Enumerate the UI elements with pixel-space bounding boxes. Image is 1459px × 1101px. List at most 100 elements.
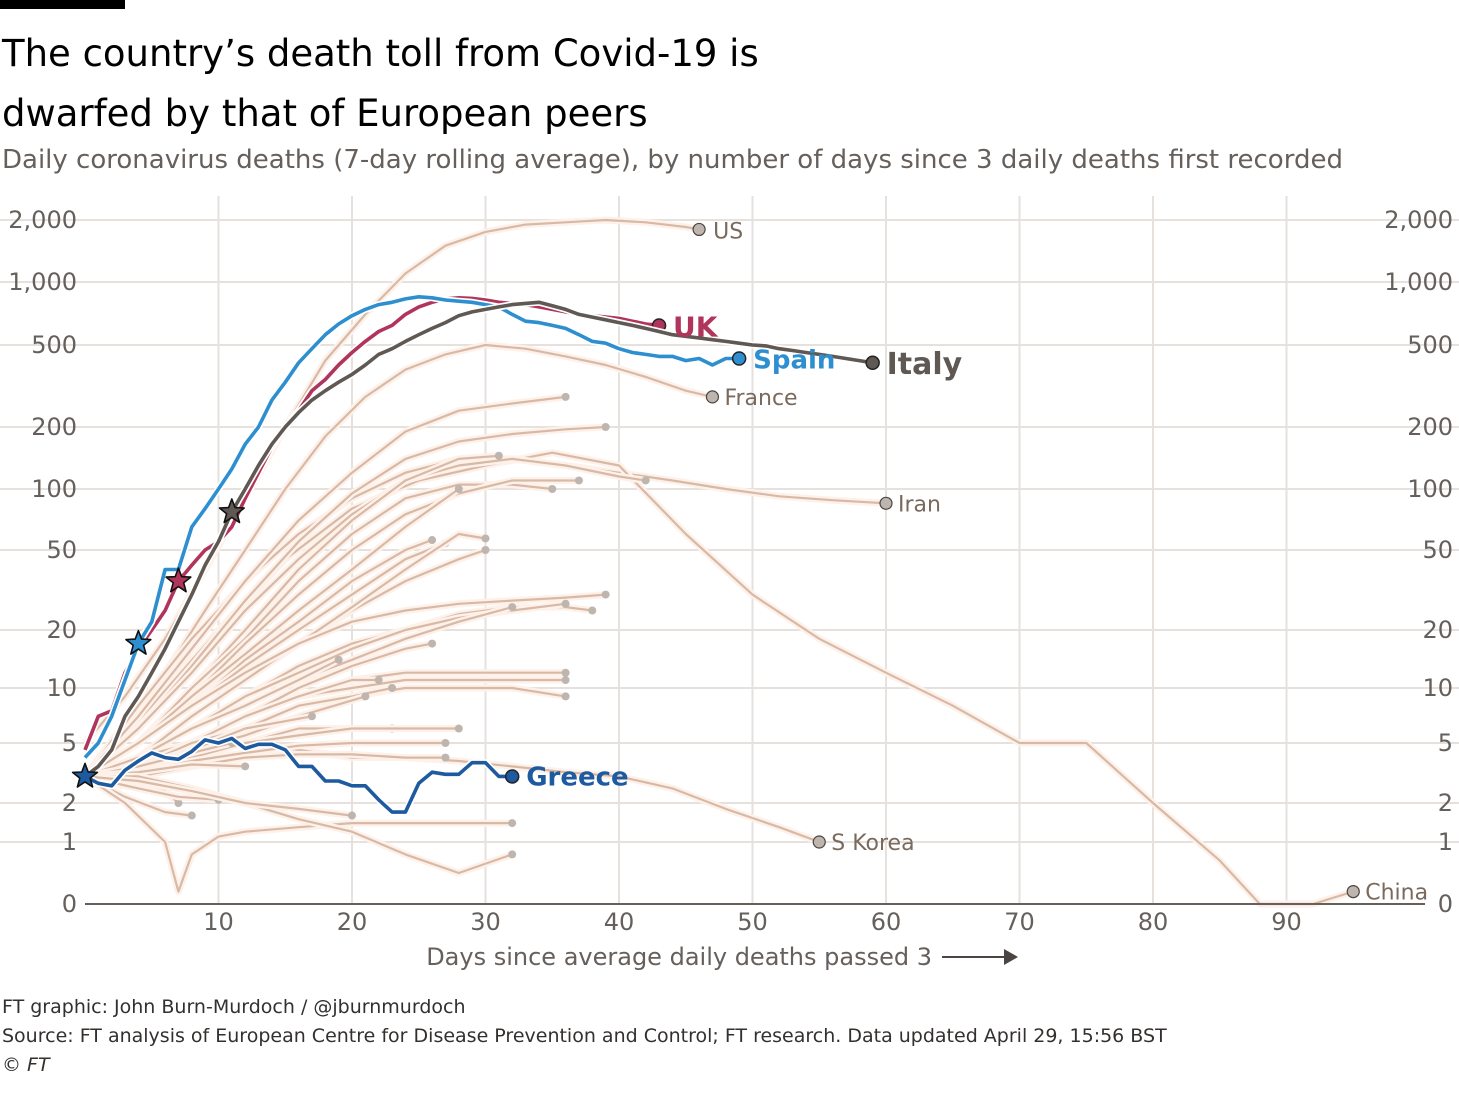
y-tick-label-left: 50 [46, 536, 77, 564]
y-tick-label-left: 5 [62, 729, 77, 757]
background-series-line [84, 593, 606, 778]
footer-source: Source: FT analysis of European Centre f… [2, 1025, 1167, 1047]
series-greece-line [84, 736, 513, 814]
background-series-endpoint [428, 536, 437, 545]
y-tick-label-left: 100 [31, 475, 77, 503]
x-tick-label: 40 [604, 908, 635, 936]
y-tick-label-left: 2,000 [8, 206, 77, 234]
footer-copyright: © FT [2, 1054, 50, 1076]
background-series-endpoint [454, 485, 463, 493]
y-tick-label-right: 100 [1407, 475, 1453, 503]
x-tick-label: 10 [203, 908, 234, 936]
series-greece-star-marker [71, 762, 99, 788]
x-tick-label: 30 [470, 908, 501, 936]
background-series-label: Iran [898, 492, 941, 517]
background-series-endpoint [334, 655, 343, 664]
chart-subtitle: Daily coronavirus deaths (7-day rolling … [2, 145, 1343, 175]
background-series-endpoint [812, 835, 826, 849]
background-series-endpoint [561, 692, 570, 701]
background-series-endpoint [454, 724, 463, 733]
y-tick-label-left: 1 [62, 828, 77, 856]
y-tick-label-left: 10 [46, 674, 77, 702]
y-tick-label-right: 50 [1422, 536, 1453, 564]
y-tick-label-right: 1 [1438, 828, 1453, 856]
background-series-label: France [724, 386, 797, 411]
background-series-endpoint [508, 603, 517, 612]
background-series-line [85, 753, 446, 778]
y-tick-label-left: 20 [46, 616, 77, 644]
background-series-endpoint [388, 684, 397, 692]
series-italy-star-marker [218, 498, 245, 524]
background-series-endpoint [601, 590, 610, 599]
background-series-endpoint [561, 668, 570, 677]
background-series-endpoint [361, 692, 370, 701]
series-spain-label: Spain [753, 345, 835, 375]
background-series-label: S Korea [831, 831, 914, 856]
x-tick-label: 80 [1138, 908, 1169, 936]
y-tick-label-right: 1,000 [1384, 268, 1453, 296]
chart-title: The country’s death toll from Covid-19 i… [2, 32, 759, 135]
series-labels: US France Iran S Korea China UK Spain Italy Gree… [526, 219, 1428, 905]
y-tick-label-right: 2 [1438, 789, 1453, 817]
background-series-line [84, 451, 1354, 906]
background-series-endpoint [548, 485, 557, 493]
y-tick-label-right: 20 [1422, 616, 1453, 644]
background-series-endpoint [692, 222, 706, 237]
background-series-endpoint [494, 451, 503, 460]
background-series-endpoint [241, 762, 250, 771]
background-series-line [84, 343, 713, 778]
footer-credit: FT graphic: John Burn-Murdoch / @jburnmu… [2, 996, 466, 1018]
background-series-endpoint [187, 811, 196, 820]
axes: 0 0 1 1 2 2 5 5 10 10 20 20 50 50 100 100 200 200 500 500 1,… [8, 206, 1453, 971]
y-tick-label-right: 10 [1422, 674, 1453, 702]
background-series-label: China [1365, 881, 1428, 906]
highlighted-series [71, 293, 880, 816]
background-series-line [84, 395, 566, 778]
series-spain-line [83, 295, 740, 759]
background-series-endpoint [508, 850, 517, 859]
series-greece-label: Greece [526, 762, 628, 792]
x-tick-label: 50 [737, 908, 768, 936]
background-series-endpoint [588, 606, 597, 615]
background-series-endpoint [641, 476, 650, 485]
background-series-endpoint [561, 599, 570, 608]
y-tick-label-right: 500 [1407, 331, 1453, 359]
top-accent-bar [0, 0, 125, 9]
background-series-endpoint [348, 811, 356, 820]
background-series-line [85, 775, 513, 875]
background-series-endpoint [1346, 884, 1360, 899]
background-series-endpoint [441, 739, 450, 747]
background-series-endpoint [561, 392, 570, 401]
x-tick-label: 20 [337, 908, 368, 936]
series-italy-label: Italy [887, 347, 963, 382]
background-series-endpoint [481, 534, 490, 543]
series-spain-endpoint [731, 351, 747, 366]
background-series-endpoint [879, 496, 893, 510]
y-tick-label-left: 0 [62, 890, 77, 918]
y-tick-label-left: 500 [31, 331, 77, 359]
background-series-label: US [713, 219, 743, 244]
series-italy-line [83, 300, 873, 778]
x-tick-label: 60 [871, 908, 902, 936]
series-greece-endpoint [504, 769, 520, 784]
background-series-endpoint [374, 676, 383, 685]
y-tick-label-right: 2,000 [1384, 206, 1453, 234]
series-italy-endpoint [865, 355, 880, 371]
background-series-endpoint [441, 753, 450, 762]
background-series-endpoint [307, 712, 316, 721]
series-spain-star-marker [125, 629, 152, 655]
y-tick-label-right: 0 [1438, 890, 1453, 918]
background-series-endpoint [428, 639, 437, 648]
background-series-endpoint [574, 476, 583, 485]
y-tick-label-right: 5 [1438, 729, 1453, 757]
y-tick-label-left: 200 [31, 413, 77, 441]
x-tick-label: 70 [1004, 908, 1035, 936]
background-series [82, 216, 1360, 908]
x-axis-arrow-head [1004, 949, 1018, 965]
background-series-endpoint [705, 390, 720, 404]
y-tick-label-left: 2 [62, 789, 77, 817]
series-uk-star-marker [165, 567, 192, 593]
series-uk-label: UK [673, 310, 719, 343]
background-series-endpoint [508, 819, 517, 828]
